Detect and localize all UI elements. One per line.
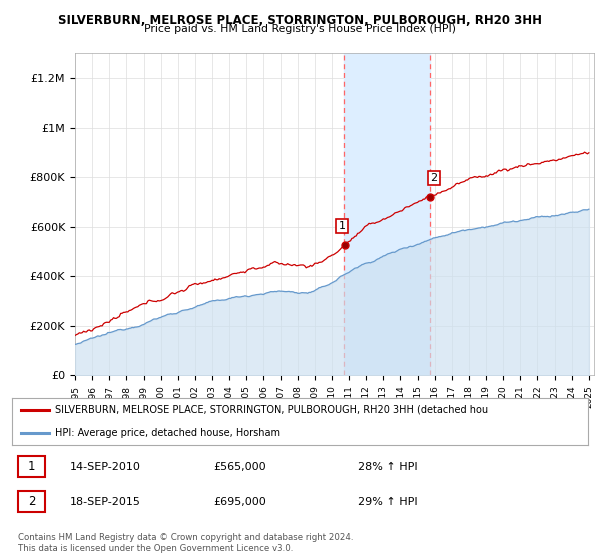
Text: Contains HM Land Registry data © Crown copyright and database right 2024.
This d: Contains HM Land Registry data © Crown c… xyxy=(18,533,353,553)
FancyBboxPatch shape xyxy=(18,456,46,477)
Text: 14-SEP-2010: 14-SEP-2010 xyxy=(70,462,140,472)
Bar xyxy=(344,53,430,375)
Text: £565,000: £565,000 xyxy=(214,462,266,472)
Text: 2: 2 xyxy=(430,173,437,183)
Text: 28% ↑ HPI: 28% ↑ HPI xyxy=(358,462,417,472)
FancyBboxPatch shape xyxy=(18,492,46,512)
Text: SILVERBURN, MELROSE PLACE, STORRINGTON, PULBOROUGH, RH20 3HH (detached hou: SILVERBURN, MELROSE PLACE, STORRINGTON, … xyxy=(55,404,488,414)
Text: 18-SEP-2015: 18-SEP-2015 xyxy=(70,497,140,507)
Text: Price paid vs. HM Land Registry's House Price Index (HPI): Price paid vs. HM Land Registry's House … xyxy=(144,24,456,34)
Text: 1: 1 xyxy=(339,221,346,231)
Text: 1: 1 xyxy=(28,460,35,473)
Text: 2: 2 xyxy=(28,496,35,508)
Text: 29% ↑ HPI: 29% ↑ HPI xyxy=(358,497,417,507)
Text: SILVERBURN, MELROSE PLACE, STORRINGTON, PULBOROUGH, RH20 3HH: SILVERBURN, MELROSE PLACE, STORRINGTON, … xyxy=(58,14,542,27)
Text: HPI: Average price, detached house, Horsham: HPI: Average price, detached house, Hors… xyxy=(55,428,280,438)
Text: £695,000: £695,000 xyxy=(214,497,266,507)
